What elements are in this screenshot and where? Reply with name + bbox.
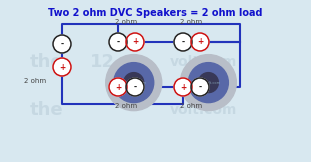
Circle shape	[109, 33, 127, 51]
Text: +: +	[59, 63, 65, 71]
Circle shape	[191, 33, 209, 51]
Circle shape	[191, 78, 209, 96]
Text: volt.com: volt.com	[170, 103, 237, 117]
Circle shape	[124, 73, 144, 93]
Circle shape	[114, 63, 154, 103]
Circle shape	[188, 63, 228, 103]
Text: 2 ohm: 2 ohm	[115, 19, 137, 25]
Text: 2 ohm: 2 ohm	[24, 78, 46, 84]
Circle shape	[126, 33, 144, 51]
Text: the: the	[30, 52, 64, 71]
Text: -: -	[198, 82, 202, 92]
Text: 2 ohm: 2 ohm	[180, 19, 202, 25]
Circle shape	[106, 55, 162, 111]
Text: volt.com: volt.com	[170, 55, 237, 69]
Text: -: -	[60, 40, 63, 48]
Circle shape	[174, 33, 192, 51]
Text: +: +	[132, 37, 138, 46]
Text: 2 ohm: 2 ohm	[180, 103, 202, 109]
Text: -: -	[116, 37, 119, 46]
Text: the12volt.com: the12volt.com	[195, 81, 221, 85]
Circle shape	[53, 35, 71, 53]
Text: 12: 12	[90, 52, 115, 71]
Text: 2 ohm: 2 ohm	[115, 103, 137, 109]
Text: -: -	[133, 82, 137, 92]
Text: the12volt.com: the12volt.com	[121, 81, 147, 85]
Circle shape	[53, 58, 71, 76]
Text: +: +	[180, 82, 186, 92]
Circle shape	[109, 78, 127, 96]
Circle shape	[174, 78, 192, 96]
Circle shape	[198, 73, 218, 93]
Circle shape	[126, 78, 144, 96]
Text: +: +	[115, 82, 121, 92]
Text: the: the	[30, 101, 64, 119]
Text: +: +	[197, 37, 203, 46]
Text: Two 2 ohm DVC Speakers = 2 ohm load: Two 2 ohm DVC Speakers = 2 ohm load	[48, 8, 263, 18]
Text: -: -	[181, 37, 184, 46]
Circle shape	[180, 55, 236, 111]
